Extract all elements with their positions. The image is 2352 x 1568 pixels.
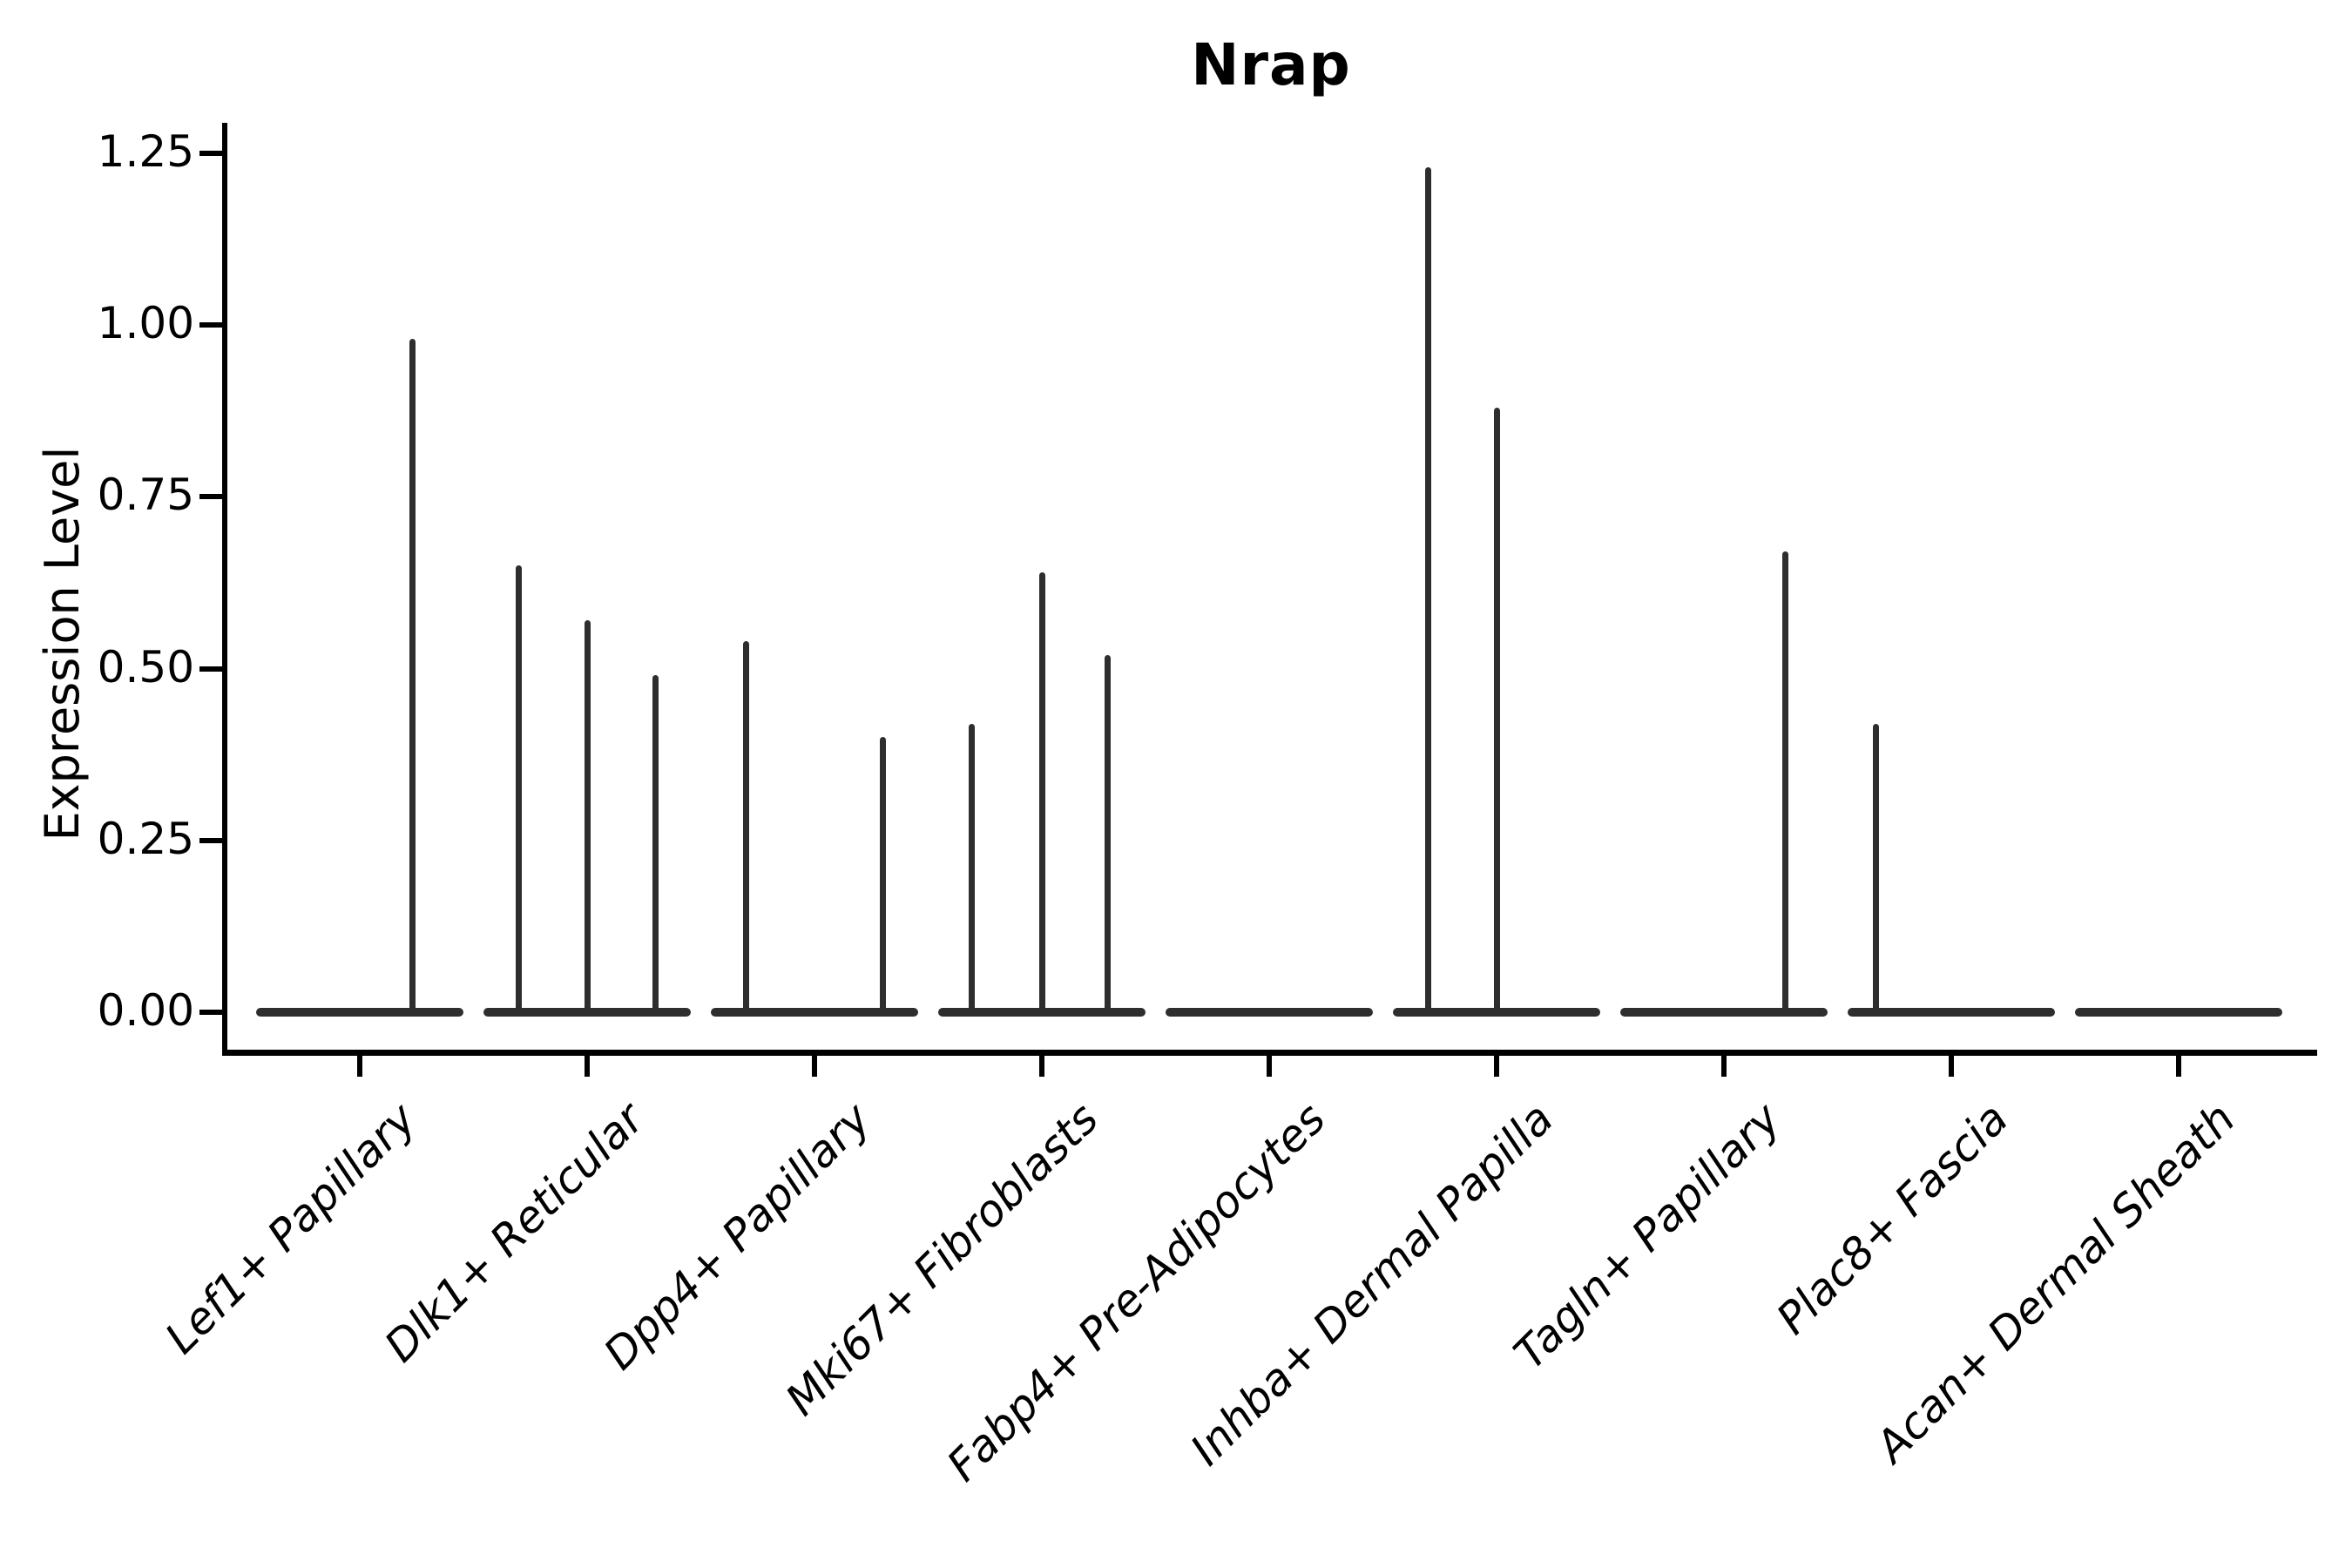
violin-baseline xyxy=(711,1008,918,1017)
x-tick-label: Acan+ Dermal Sheath xyxy=(1866,1093,2246,1472)
y-tick-label: 0.00 xyxy=(97,985,194,1036)
y-tick-label: 1.25 xyxy=(97,125,194,177)
violin-baseline xyxy=(256,1008,463,1017)
violin-spike xyxy=(1493,407,1500,1017)
x-tick-mark xyxy=(1267,1052,1272,1077)
y-tick-label: 0.50 xyxy=(97,641,194,693)
violin-spike xyxy=(879,737,886,1017)
violin-baseline xyxy=(1166,1008,1373,1017)
y-tick-mark xyxy=(199,494,222,500)
x-tick-mark xyxy=(812,1052,817,1077)
violin-spike xyxy=(1105,654,1112,1017)
x-tick-label: Fabp4+ Pre-Adipocytes xyxy=(937,1093,1336,1491)
y-tick-label: 1.00 xyxy=(97,298,194,348)
x-tick-label: Inhba+ Dermal Papilla xyxy=(1180,1093,1564,1476)
y-tick-label: 0.75 xyxy=(97,470,194,521)
x-tick-mark xyxy=(2176,1052,2181,1077)
y-tick-mark xyxy=(199,150,222,156)
y-tick-mark xyxy=(199,666,222,672)
violin-baseline xyxy=(1620,1008,1828,1017)
violin-baseline xyxy=(2075,1008,2282,1017)
x-tick-label: Lef1+ Papillary xyxy=(155,1093,427,1364)
x-tick-mark xyxy=(1039,1052,1044,1077)
violin-baseline xyxy=(1848,1008,2055,1017)
x-tick-label: Plac8+ Fascia xyxy=(1767,1093,2018,1344)
y-tick-mark xyxy=(199,837,222,843)
y-tick-mark xyxy=(199,1010,222,1015)
x-tick-mark xyxy=(585,1052,590,1077)
violin-spike xyxy=(409,338,416,1017)
violin-spike xyxy=(743,640,750,1017)
x-tick-mark xyxy=(1494,1052,1499,1077)
violin-spike xyxy=(516,565,523,1017)
x-tick-mark xyxy=(1949,1052,1954,1077)
x-tick-mark xyxy=(357,1052,362,1077)
violin-spike xyxy=(1873,723,1880,1017)
y-tick-label: 0.25 xyxy=(97,813,194,864)
violin-spike xyxy=(652,675,659,1017)
y-tick-mark xyxy=(199,322,222,328)
violin-spike xyxy=(968,723,975,1017)
chart-title: Nrap xyxy=(1191,31,1351,98)
violin-spike xyxy=(1781,551,1788,1017)
violin-spike xyxy=(1038,572,1045,1017)
y-axis-spine xyxy=(222,123,227,1056)
x-tick-mark xyxy=(1721,1052,1727,1077)
violin-spike xyxy=(1425,166,1432,1017)
violin-spike xyxy=(584,620,591,1017)
